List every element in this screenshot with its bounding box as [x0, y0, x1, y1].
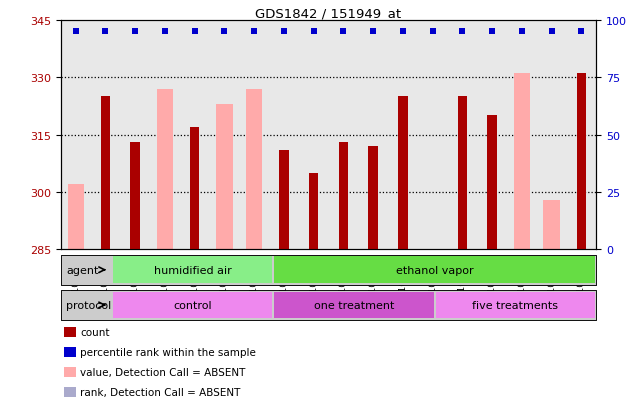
Text: control: control [173, 300, 212, 310]
Title: GDS1842 / 151949_at: GDS1842 / 151949_at [256, 7, 401, 19]
Bar [369, 147, 378, 250]
Text: agent: agent [66, 265, 99, 275]
Bar [67, 185, 84, 250]
Bar [513, 74, 530, 250]
Text: humidified air: humidified air [154, 265, 231, 275]
Bar [131, 143, 140, 250]
Bar [309, 173, 319, 250]
Text: one treatment: one treatment [313, 300, 394, 310]
Bar [436, 292, 595, 318]
Bar [279, 150, 288, 250]
Bar [101, 97, 110, 250]
Text: ethanol vapor: ethanol vapor [396, 265, 474, 275]
Text: rank, Detection Call = ABSENT: rank, Detection Call = ABSENT [80, 387, 240, 397]
Text: protocol: protocol [66, 300, 112, 310]
Bar [576, 74, 586, 250]
Bar [338, 143, 348, 250]
Bar [157, 90, 173, 250]
Text: five treatments: five treatments [472, 300, 558, 310]
Bar [113, 257, 272, 283]
Bar [487, 116, 497, 250]
Text: count: count [80, 328, 110, 337]
Bar [458, 97, 467, 250]
Bar [216, 105, 233, 250]
Bar [274, 292, 433, 318]
Text: percentile rank within the sample: percentile rank within the sample [80, 347, 256, 357]
Bar [190, 128, 199, 250]
Bar [113, 292, 272, 318]
Bar [274, 257, 595, 283]
Text: value, Detection Call = ABSENT: value, Detection Call = ABSENT [80, 367, 246, 377]
Bar [246, 90, 262, 250]
Bar [398, 97, 408, 250]
Bar [544, 200, 560, 250]
